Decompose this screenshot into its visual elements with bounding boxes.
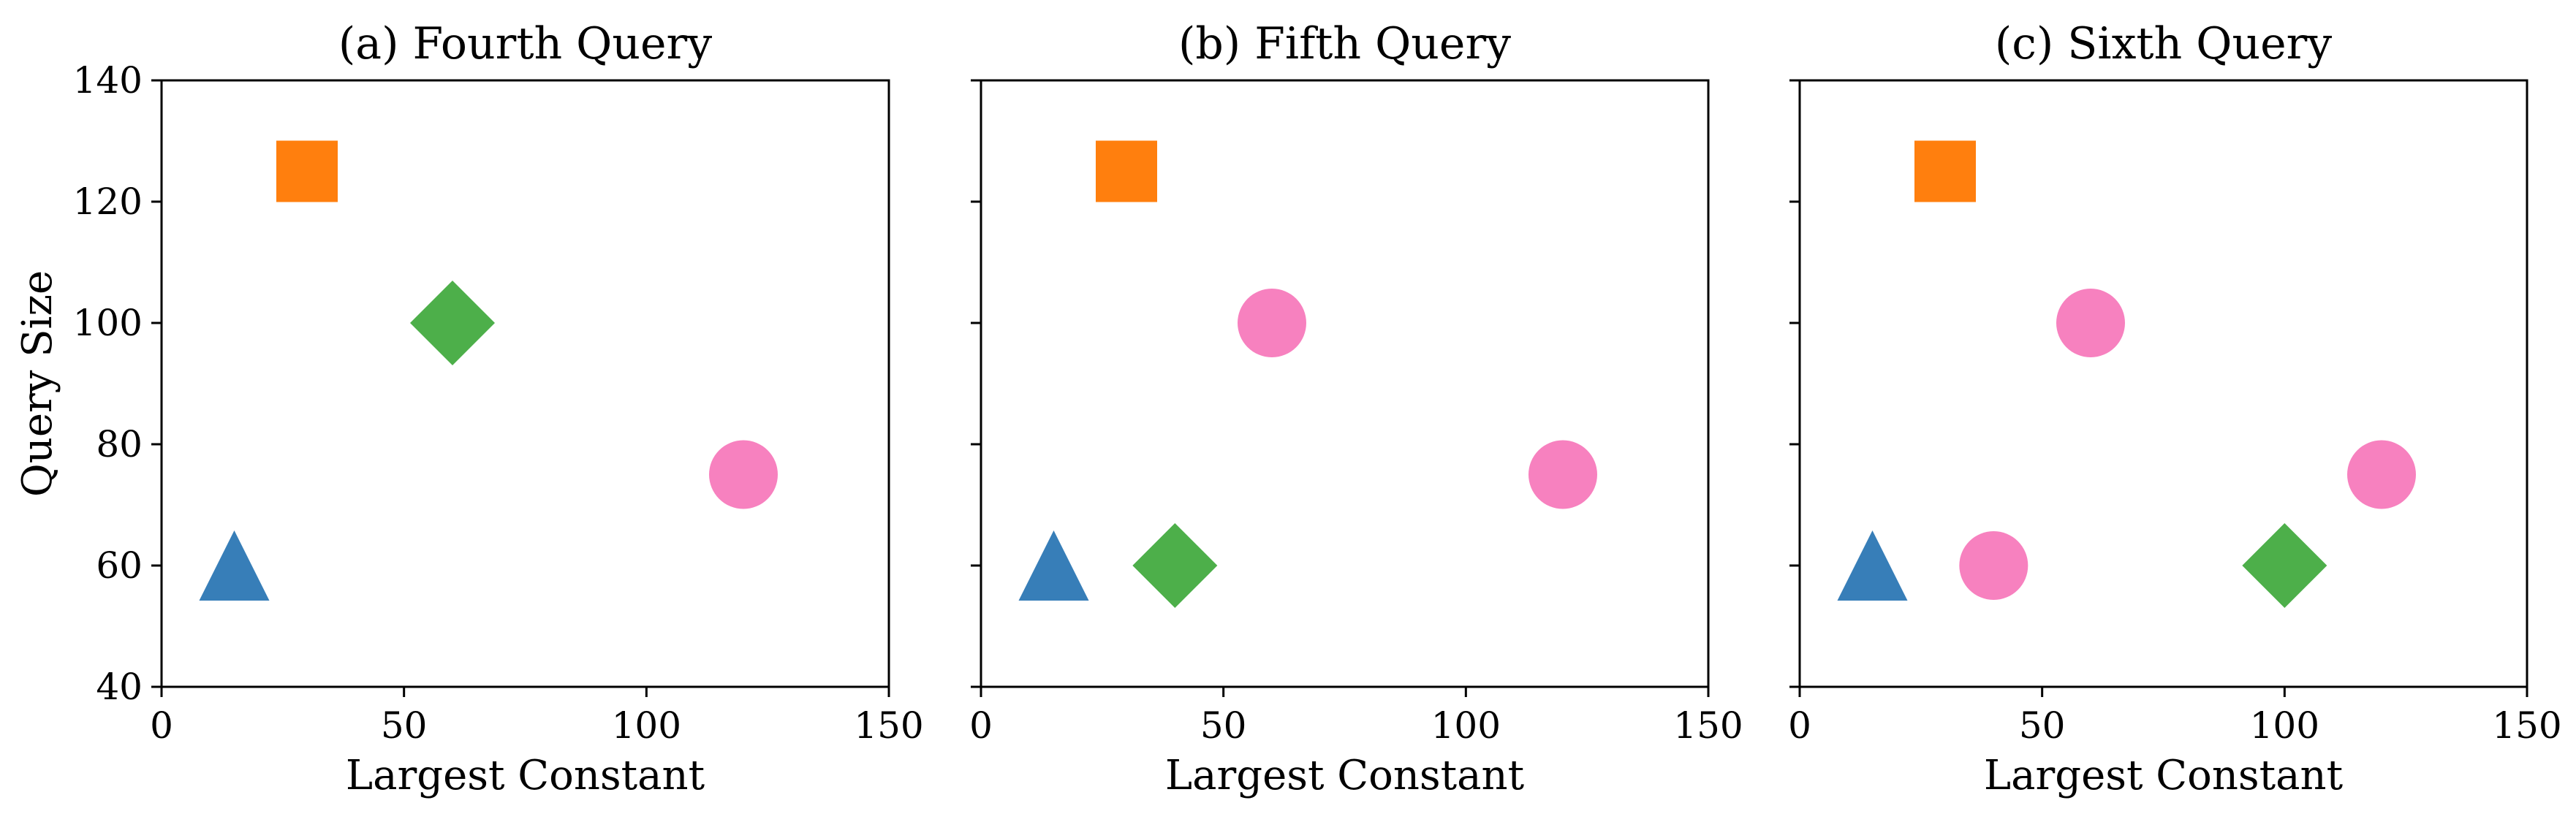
panel-3: (c) Sixth Query 0 50 100 150 Largest Constant <box>1788 18 2562 799</box>
square-marker <box>1096 140 1157 202</box>
y-tick-label: 140 <box>73 59 143 102</box>
x-tick-label: 150 <box>2492 704 2561 747</box>
x-tick-label: 150 <box>1673 704 1743 747</box>
x-tick-label: 100 <box>612 704 681 747</box>
circle-marker <box>1528 440 1597 509</box>
x-tick-label: 50 <box>381 704 428 747</box>
panel-title: (c) Sixth Query <box>1995 18 2332 69</box>
y-tick-label: 120 <box>73 180 143 223</box>
circle-marker <box>2056 289 2125 357</box>
x-axis-label: Largest Constant <box>1984 752 2344 799</box>
panel-title: (a) Fourth Query <box>338 18 712 69</box>
x-axis-label: Largest Constant <box>346 752 705 799</box>
square-marker <box>1914 140 1976 202</box>
circle-marker <box>1959 531 2028 600</box>
markers <box>1837 140 2416 608</box>
x-axis-label: Largest Constant <box>1165 752 1525 799</box>
x-tick-label: 50 <box>2019 704 2066 747</box>
triangle-marker <box>1837 530 1908 601</box>
x-tick-label: 100 <box>1431 704 1501 747</box>
circle-marker <box>1238 289 1306 357</box>
triangle-marker <box>199 530 270 601</box>
panel-title: (b) Fifth Query <box>1178 18 1511 69</box>
axes-frame <box>1798 79 2528 688</box>
x-tick-label: 0 <box>969 704 993 747</box>
circle-marker <box>709 440 778 509</box>
y-axis-label: Query Size <box>14 270 61 497</box>
diamond-marker <box>410 281 495 365</box>
axes-frame <box>160 79 890 688</box>
panel-1: (a) Fourth Query 0 50 100 150 40 60 80 100 120 140… <box>14 18 924 799</box>
square-marker <box>276 140 338 202</box>
y-tick-label: 40 <box>96 666 143 708</box>
circle-marker <box>2347 440 2416 509</box>
panel-2: (b) Fifth Query 0 50 100 150 Largest Constant <box>969 18 1743 799</box>
triangle-marker <box>1018 530 1089 601</box>
y-tick-label: 100 <box>73 302 143 344</box>
x-tick-label: 100 <box>2250 704 2319 747</box>
y-tick-label: 60 <box>96 544 143 587</box>
x-tick-label: 0 <box>150 704 173 747</box>
axes-frame <box>980 79 1710 688</box>
y-tick-label: 80 <box>96 423 143 465</box>
x-tick-label: 0 <box>1788 704 1811 747</box>
markers <box>199 140 778 601</box>
x-tick-label: 50 <box>1200 704 1247 747</box>
diamond-marker <box>1132 523 1218 608</box>
markers <box>1018 140 1597 608</box>
diamond-marker <box>2242 523 2327 608</box>
x-tick-label: 150 <box>854 704 923 747</box>
